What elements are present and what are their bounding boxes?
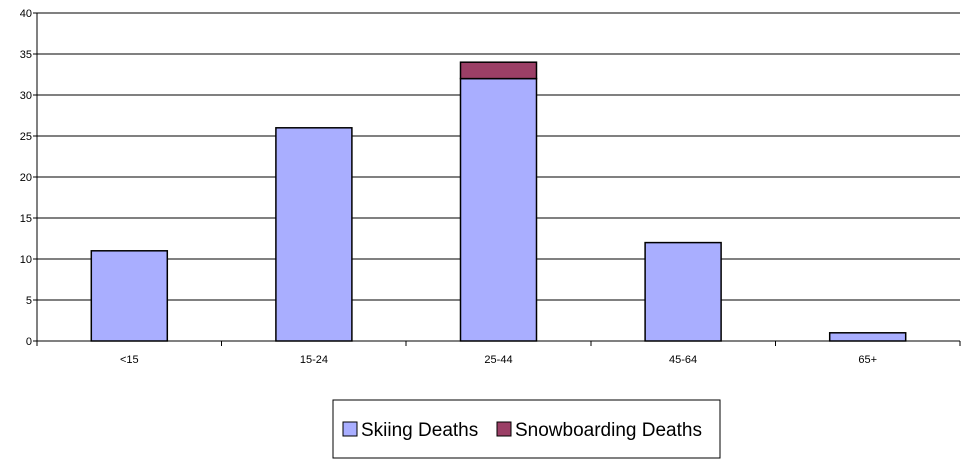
legend-label-snowboarding-deaths: Snowboarding Deaths xyxy=(515,420,702,441)
legend: Skiing Deaths Snowboarding Deaths xyxy=(332,399,721,459)
x-tick-label: 65+ xyxy=(858,354,877,366)
axes: 0 5 10 15 20 25 30 35 40 <15 15-24 25-44 45-64 65+ xyxy=(20,8,961,366)
y-tick-label: 25 xyxy=(20,131,32,143)
x-tick-label: 25-44 xyxy=(484,354,512,366)
x-tick-label: 15-24 xyxy=(300,354,328,366)
legend-swatch-skiing-deaths xyxy=(342,421,358,437)
bar-skiing-deaths xyxy=(90,250,169,342)
y-tick-label: 30 xyxy=(20,90,32,102)
y-tick-label: 35 xyxy=(20,49,32,61)
bar-snowboarding-deaths xyxy=(459,61,538,80)
x-tick-label: 45-64 xyxy=(669,354,697,366)
bar-skiing-deaths xyxy=(459,77,538,342)
y-tick-label: 5 xyxy=(26,295,32,307)
y-tick-label: 0 xyxy=(26,336,32,348)
y-tick-label: 10 xyxy=(20,254,32,266)
y-tick-label: 20 xyxy=(20,172,32,184)
legend-box xyxy=(332,399,721,459)
y-tick-label: 40 xyxy=(20,8,32,20)
bar-skiing-deaths xyxy=(644,241,722,342)
bars xyxy=(90,61,907,342)
legend-label-skiing-deaths: Skiing Deaths xyxy=(361,420,478,441)
bar-skiing-deaths xyxy=(275,127,353,342)
x-tick-label: <15 xyxy=(120,354,139,366)
bar-skiing-deaths xyxy=(828,332,907,342)
legend-swatch-snowboarding-deaths xyxy=(496,421,512,437)
y-tick-label: 15 xyxy=(20,213,32,225)
